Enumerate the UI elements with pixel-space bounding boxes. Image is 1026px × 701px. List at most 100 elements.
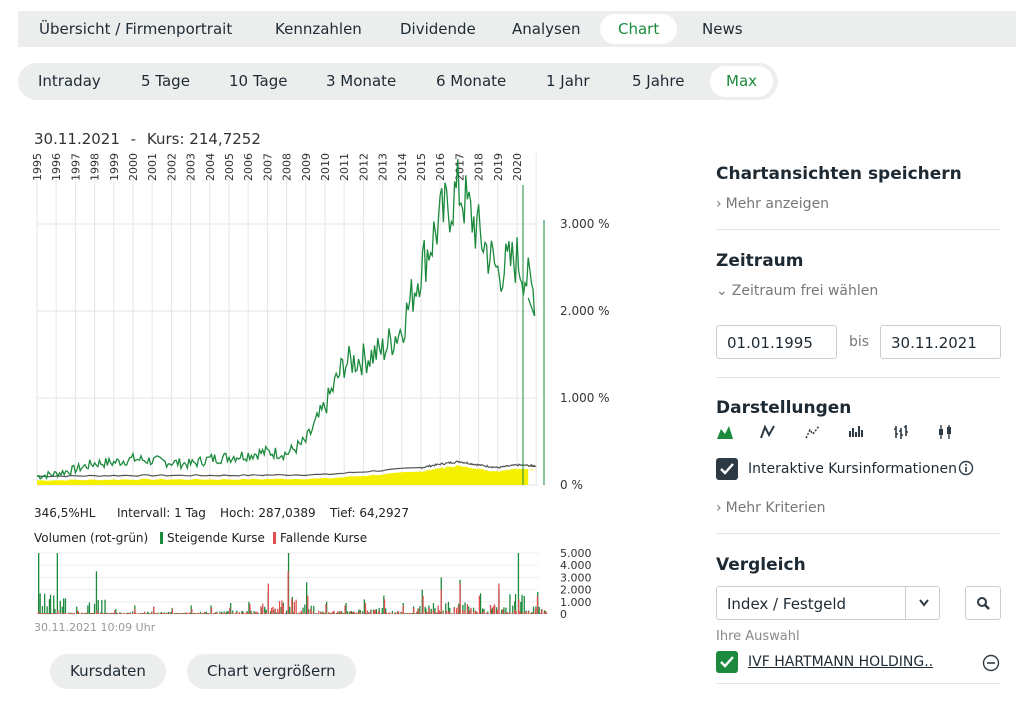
volume-bar xyxy=(269,611,272,614)
date-to-field[interactable]: 30.11.2021 xyxy=(880,325,1001,359)
tab-news[interactable]: News xyxy=(702,20,743,38)
volume-bar xyxy=(174,613,176,614)
hlc-chart-icon[interactable] xyxy=(892,423,910,441)
date-from-field[interactable]: 01.01.1995 xyxy=(716,325,837,359)
range-5-tage[interactable]: 5 Tage xyxy=(141,72,190,90)
range-1-jahr[interactable]: 1 Jahr xyxy=(546,72,590,90)
volume-bar xyxy=(112,613,114,614)
tab-analysen[interactable]: Analysen xyxy=(512,20,581,38)
tab-chart[interactable]: Chart xyxy=(600,14,678,44)
volume-bar xyxy=(439,612,441,614)
volume-bar xyxy=(81,613,83,614)
auswahl-label: Ihre Auswahl xyxy=(716,629,800,644)
kurs-label: Kurs: xyxy=(146,130,185,148)
range-3-monate[interactable]: 3 Monate xyxy=(326,72,397,90)
volume-bar xyxy=(385,612,387,614)
chevron-down-icon xyxy=(919,599,929,607)
volume-bar xyxy=(41,606,44,614)
chart-enlarge-button[interactable]: Chart vergrößern xyxy=(187,654,356,689)
volume-bar xyxy=(496,609,498,614)
volume-bar xyxy=(419,606,421,614)
area-chart-icon[interactable] xyxy=(716,423,734,441)
volume-bar xyxy=(358,609,360,614)
chevron-right-icon: › xyxy=(716,500,722,516)
volume-bar xyxy=(206,613,209,614)
price-chart[interactable]: 1995 1996 1997 1998 1999 2000 2001 2002 2003 2004… xyxy=(30,150,620,505)
volume-bar xyxy=(308,612,310,614)
search-button[interactable] xyxy=(965,586,1001,620)
x-tick-label: 2014 xyxy=(396,153,409,181)
volume-bar xyxy=(197,612,200,614)
volume-bar xyxy=(528,611,530,614)
selection-checkbox[interactable] xyxy=(716,651,738,673)
interactive-checkbox[interactable] xyxy=(716,458,738,480)
line-chart-icon[interactable] xyxy=(759,423,777,441)
range-max[interactable]: Max xyxy=(710,66,774,97)
volume-bar xyxy=(132,611,134,614)
stat-interval: Intervall: 1 Tag xyxy=(117,506,206,520)
volume-bar xyxy=(37,611,40,614)
volume-bar xyxy=(505,607,507,614)
volume-bar xyxy=(63,598,65,614)
tab-kennzahlen[interactable]: Kennzahlen xyxy=(275,20,362,38)
zeitraum-free-toggle[interactable]: ⌄ Zeitraum frei wählen xyxy=(716,283,1000,299)
volume-bar xyxy=(106,612,108,614)
check-icon xyxy=(720,656,734,668)
volume-bar xyxy=(221,611,223,614)
volume-bar xyxy=(287,571,289,614)
range-6-monate[interactable]: 6 Monate xyxy=(436,72,507,90)
volume-bar xyxy=(249,604,251,614)
volume-bar xyxy=(285,610,288,614)
volume-bar xyxy=(261,608,263,614)
volume-bar xyxy=(182,613,184,614)
volume-bar xyxy=(76,610,79,614)
volume-bar xyxy=(512,605,514,614)
volume-bar xyxy=(264,613,266,614)
volume-bar xyxy=(421,589,423,614)
range-5-jahre[interactable]: 5 Jahre xyxy=(632,72,685,90)
remove-icon[interactable] xyxy=(982,654,1000,672)
more-criteria-link[interactable]: › Mehr Kriterien xyxy=(716,500,1000,516)
volume-bar xyxy=(332,611,334,614)
mountain-chart-icon[interactable] xyxy=(804,423,822,441)
volume-bar xyxy=(140,613,142,614)
divider xyxy=(716,683,1000,684)
volume-bar xyxy=(453,607,455,614)
candlestick-chart-icon[interactable] xyxy=(936,423,954,441)
volume-bar xyxy=(432,603,435,614)
ohlc-chart-icon[interactable] xyxy=(848,423,866,441)
x-tick-label: 2018 xyxy=(473,153,486,181)
volume-bar xyxy=(313,605,315,614)
volume-bar xyxy=(445,603,447,614)
volume-bar xyxy=(304,612,306,614)
volume-bar xyxy=(518,599,520,614)
volume-bar xyxy=(353,612,356,614)
volume-bar xyxy=(394,613,396,614)
index-select[interactable]: Index / Festgeld xyxy=(716,586,940,620)
volume-bar xyxy=(91,613,93,614)
kursdaten-button[interactable]: Kursdaten xyxy=(50,654,166,689)
volume-bar xyxy=(368,613,371,614)
selected-security-link[interactable]: IVF HARTMANN HOLDING.. xyxy=(748,654,934,670)
volume-bar xyxy=(511,612,513,614)
tab-dividende[interactable]: Dividende xyxy=(400,20,476,38)
volume-bar xyxy=(202,613,204,614)
volume-bar xyxy=(225,612,227,614)
volume-bar xyxy=(424,606,426,614)
volume-bar xyxy=(519,611,521,614)
volume-bar xyxy=(116,613,118,614)
volume-bar xyxy=(521,594,523,614)
volume-bar xyxy=(315,613,317,614)
volume-bar xyxy=(514,594,517,614)
range-10-tage[interactable]: 10 Tage xyxy=(229,72,288,90)
more-link[interactable]: › Mehr anzeigen xyxy=(716,196,1000,212)
info-icon[interactable] xyxy=(958,460,974,476)
volume-bar xyxy=(96,610,98,614)
save-views-heading: Chartansichten speichern xyxy=(716,164,962,184)
range-intraday[interactable]: Intraday xyxy=(38,72,101,90)
volume-bar xyxy=(374,609,376,614)
tab-uebersicht[interactable]: Übersicht / Firmenportrait xyxy=(39,20,233,38)
volume-bar xyxy=(415,613,417,614)
volume-bar xyxy=(445,611,447,614)
